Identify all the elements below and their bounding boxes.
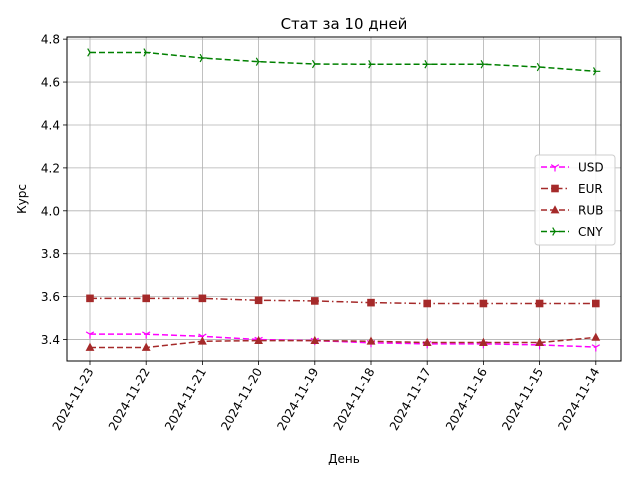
data-point-eur <box>367 298 375 307</box>
legend-entry-cny: CNY <box>541 225 603 239</box>
data-point-eur <box>423 299 431 308</box>
data-point-cny <box>592 67 601 76</box>
data-point-rub <box>591 332 601 341</box>
legend-entry-rub: RUB <box>541 204 603 218</box>
data-point-eur <box>142 294 150 303</box>
grid <box>67 37 621 361</box>
y-tick-label: 3.4 <box>41 333 60 347</box>
data-point-rub <box>254 335 263 345</box>
data-point-eur <box>479 299 488 308</box>
y-tick-label: 3.6 <box>41 290 60 304</box>
plot-frame <box>66 36 622 362</box>
y-axis-label: Курс <box>15 184 29 214</box>
legend-marker <box>552 227 560 236</box>
data-point-rub <box>422 337 432 346</box>
data-point-cny <box>255 57 264 66</box>
legend-entry-eur: EUR <box>541 182 603 196</box>
data-point-eur <box>311 297 319 305</box>
y-tick-label: 4.2 <box>41 161 60 175</box>
data-point-usd <box>141 331 151 339</box>
data-point-cny <box>368 60 376 69</box>
series-eur <box>86 294 600 308</box>
data-point-cny <box>199 53 207 63</box>
series-line-eur <box>90 297 596 305</box>
legend-label: RUB <box>578 204 603 218</box>
legend-label: EUR <box>578 182 603 196</box>
legend-marker <box>550 164 560 172</box>
legend-label: USD <box>578 161 604 175</box>
data-point-rub <box>310 335 320 345</box>
y-tick-label: 4.0 <box>41 204 60 218</box>
chart-title: Стат за 10 дней <box>281 15 408 33</box>
data-point-usd <box>85 331 95 339</box>
data-point-cny <box>87 48 95 57</box>
series-cny <box>87 48 601 76</box>
data-point-eur <box>254 296 263 305</box>
series-line-usd <box>90 333 596 348</box>
series-layer <box>85 48 601 352</box>
data-point-rub <box>366 336 376 345</box>
data-point-cny <box>480 60 488 69</box>
data-point-eur <box>86 294 94 303</box>
y-tick-label: 4.4 <box>41 118 60 132</box>
y-axis: 3.4 3.6 3.8 4.0 4.2 4.4 4.6 4.8 <box>41 33 67 347</box>
legend-box <box>534 154 616 246</box>
data-point-cny <box>143 48 151 57</box>
data-point-cny <box>424 60 432 69</box>
legend-marker <box>551 184 559 193</box>
data-point-eur <box>535 299 544 308</box>
series-rub <box>85 332 601 351</box>
y-tick-label: 4.6 <box>41 76 60 90</box>
legend-entry-usd: USD <box>541 161 604 175</box>
x-axis-label: День <box>328 452 360 466</box>
y-tick-label: 4.8 <box>41 33 60 47</box>
data-point-rub <box>85 342 95 351</box>
data-point-rub <box>141 342 151 351</box>
data-point-eur <box>592 299 600 308</box>
data-point-rub <box>198 336 207 345</box>
series-line-rub <box>90 336 596 349</box>
y-tick-label: 3.8 <box>41 247 60 261</box>
legend-label: CNY <box>578 225 603 239</box>
data-point-rub <box>479 337 488 346</box>
data-point-rub <box>535 337 544 346</box>
legend: USD EUR RUB CNY <box>534 154 616 246</box>
series-line-cny <box>90 51 596 73</box>
data-point-cny <box>536 62 545 72</box>
data-point-cny <box>311 59 320 69</box>
legend-marker <box>550 205 560 214</box>
data-point-eur <box>198 294 207 303</box>
data-point-usd <box>591 344 601 352</box>
